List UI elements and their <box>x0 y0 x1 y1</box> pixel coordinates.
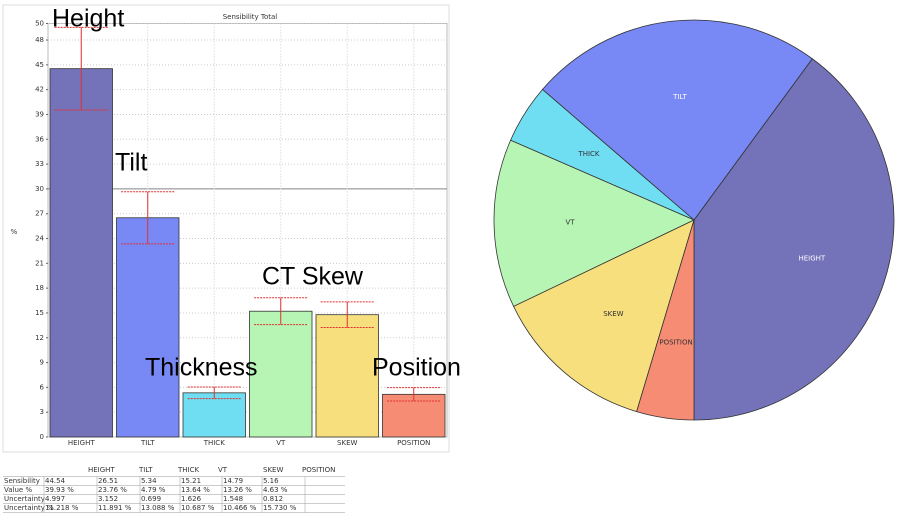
y-tick-label: 45 <box>35 61 44 69</box>
y-tick-label: 33 <box>35 160 44 168</box>
table-cell: 10.466 % <box>223 504 257 512</box>
table-cell: 3.152 <box>98 495 118 503</box>
x-tick-label: SKEW <box>337 439 357 447</box>
table-cell: 5.34 <box>141 477 157 485</box>
y-tick-label: 24 <box>35 235 44 243</box>
table-cell: 44.54 <box>45 477 66 485</box>
x-tick-label: VT <box>276 439 286 447</box>
bar <box>315 314 379 438</box>
bar <box>49 68 113 438</box>
y-tick-label: 9 <box>40 359 44 367</box>
pie-label: VT <box>565 218 575 226</box>
table-header: TILT <box>138 466 153 474</box>
table-cell: 15.730 % <box>263 504 297 512</box>
table-header: HEIGHT <box>88 466 115 474</box>
table-cell: 13.64 % <box>181 486 210 494</box>
y-tick-label: 42 <box>35 86 44 94</box>
table-cell: 39.93 % <box>45 486 74 494</box>
table-header: THICK <box>177 466 199 474</box>
y-tick-label: 18 <box>35 284 44 292</box>
table-cell: 0.812 <box>263 495 283 503</box>
y-tick-label: 30 <box>35 185 44 193</box>
table-cell: Uncertainty <box>4 495 45 503</box>
y-tick-label: 6 <box>40 383 45 391</box>
pie-slice <box>541 19 813 221</box>
table-cell: 13.26 % <box>223 486 252 494</box>
table-cell: 13.088 % <box>141 504 175 512</box>
x-tick-label: HEIGHT <box>68 439 95 447</box>
table-cell: 1.626 <box>181 495 202 503</box>
pie-label: POSITION <box>659 339 692 347</box>
table-cell: 4.997 <box>45 495 65 503</box>
table-cell: Value % <box>4 486 32 494</box>
y-tick-label: 36 <box>35 135 44 143</box>
x-tick-label: THICK <box>203 439 225 447</box>
y-tick-label: 3 <box>40 408 44 416</box>
table-cell: Sensibility <box>4 477 40 485</box>
pie-label: THICK <box>577 150 599 158</box>
y-tick-label: 15 <box>35 309 44 317</box>
table-cell: 10.687 % <box>181 504 215 512</box>
bar <box>249 310 313 438</box>
table-cell: 26.51 <box>98 477 118 485</box>
pie-label: TILT <box>672 93 687 101</box>
table-cell: 0.699 <box>141 495 161 503</box>
table-header: VT <box>218 466 228 474</box>
x-tick-label: POSITION <box>397 439 430 447</box>
annotation: Position <box>372 354 461 382</box>
y-tick-label: 21 <box>35 259 44 267</box>
pie-slice <box>693 58 895 421</box>
y-tick-label: 39 <box>35 110 44 118</box>
table-cell: 4.63 % <box>263 486 288 494</box>
table-cell: 1.548 <box>223 495 243 503</box>
y-axis-label: % <box>11 228 18 236</box>
annotation: Tilt <box>115 149 147 177</box>
annotation: Height <box>52 5 124 33</box>
pie-chart: HEIGHT TILT THICK VT SKEW POSITION <box>493 19 895 421</box>
y-tick-label: 50 <box>35 20 44 28</box>
chart-title: Sensibility Total <box>223 13 278 21</box>
pie-label: HEIGHT <box>798 255 825 263</box>
annotation: Thickness <box>145 354 258 382</box>
y-tick-label: 27 <box>35 210 44 218</box>
table-cell: 5.16 <box>263 477 279 485</box>
bar <box>116 217 180 438</box>
table: HEIGHT TILT THICK VT SKEW POSITION Sensibility… <box>3 466 345 513</box>
annotation: CT Skew <box>262 263 364 291</box>
pie-label: SKEW <box>603 310 623 318</box>
x-tick-label: TILT <box>140 439 155 447</box>
y-tick-label: 12 <box>35 334 44 342</box>
table-cell: Uncertainty % <box>4 504 54 512</box>
table-header: POSITION <box>302 466 335 474</box>
table-cell: 11.891 % <box>98 504 132 512</box>
pie-slice <box>493 139 695 307</box>
pie-slice <box>513 219 695 413</box>
pie-slice <box>636 219 695 421</box>
bar <box>382 393 446 438</box>
table-cell: 15.21 <box>181 477 201 485</box>
table-cell: 11.218 % <box>45 504 79 512</box>
y-tick-label: 0 <box>40 433 44 441</box>
y-tick-label: 48 <box>35 36 44 44</box>
table-cell: 14.79 <box>223 477 243 485</box>
plot-area <box>47 23 448 438</box>
table-header: SKEW <box>263 466 283 474</box>
table-cell: 23.76 % <box>98 486 127 494</box>
table-cell: 4.79 % <box>141 486 166 494</box>
bar <box>182 392 246 438</box>
